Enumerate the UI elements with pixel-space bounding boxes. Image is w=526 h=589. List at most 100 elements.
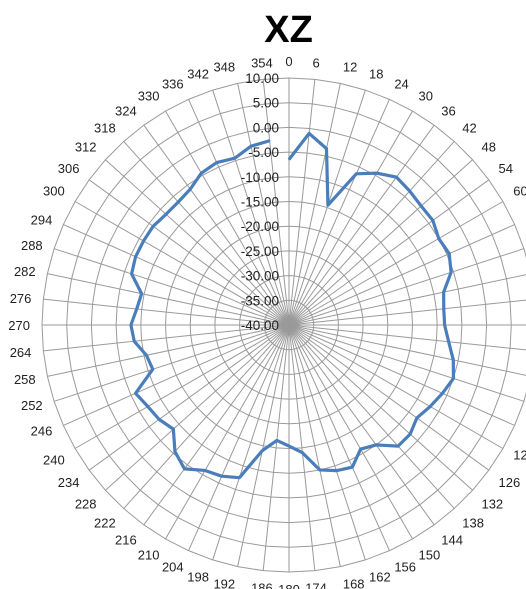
data-point (147, 405, 149, 408)
grid-spoke (288, 324, 366, 561)
angle-tick-label: 138 (462, 515, 484, 530)
chart-title: XZ (264, 9, 313, 51)
angle-tick-label: 174 (305, 581, 327, 589)
angle-tick-label: 276 (10, 291, 32, 306)
grid-spoke (43, 324, 290, 352)
grid-spoke (288, 324, 316, 571)
grid-spoke (288, 99, 390, 326)
r-tick-label: -15.00 (241, 195, 279, 210)
angle-tick-label: 246 (31, 423, 53, 438)
r-tick-label: -30.00 (241, 269, 279, 284)
grid-spoke (288, 299, 526, 326)
angle-tick-label: 228 (75, 496, 97, 511)
data-point (308, 132, 310, 135)
grid-spoke (188, 324, 290, 551)
data-point (452, 359, 455, 361)
angle-tick-label: 144 (441, 533, 463, 548)
data-point (204, 469, 206, 472)
angle-labels: 0612182430364248546066727884909610210811… (8, 54, 526, 589)
grid-spoke (165, 110, 290, 326)
angle-tick-label: 318 (94, 121, 116, 136)
grid-spoke (288, 83, 341, 326)
angle-tick-label: 288 (21, 238, 43, 253)
grid-spoke (43, 298, 290, 326)
data-point (140, 292, 143, 295)
data-point (416, 417, 418, 419)
angle-tick-label: 324 (115, 103, 137, 118)
angle-tick-label: 210 (138, 547, 160, 562)
data-point (134, 255, 137, 258)
angle-tick-label: 282 (14, 264, 36, 279)
grid-spoke (288, 110, 413, 326)
data-point (130, 324, 132, 326)
grid-spoke (63, 324, 290, 426)
grid-spoke (288, 324, 490, 471)
angle-tick-label: 132 (481, 496, 503, 511)
data-point (133, 340, 136, 343)
angle-tick-label: 156 (394, 560, 416, 575)
data-point (335, 469, 338, 472)
data-point (288, 445, 290, 447)
data-point (261, 449, 264, 452)
angle-tick-label: 12 (343, 60, 357, 75)
r-tick-label: 0.00 (253, 120, 279, 135)
data-point (158, 418, 160, 421)
grid-spoke (288, 324, 515, 426)
grid-spoke (288, 224, 515, 326)
data-point (437, 237, 440, 240)
grid-spoke (288, 89, 366, 326)
grid-spoke (88, 179, 290, 326)
data-point (268, 139, 271, 142)
data-point (441, 392, 444, 395)
data-point (408, 190, 411, 192)
data-point (250, 145, 252, 148)
grid-spoke (262, 324, 290, 571)
angle-tick-label: 216 (115, 533, 137, 548)
data-point (234, 157, 236, 160)
data-point (397, 445, 399, 447)
data-point (409, 433, 411, 435)
data-point (351, 466, 354, 468)
grid-spoke (288, 274, 526, 326)
data-point (319, 469, 321, 471)
angle-tick-label: 330 (138, 89, 160, 104)
angle-tick-label: 354 (251, 55, 273, 70)
grid-spoke (88, 324, 290, 471)
grid-spoke (53, 248, 290, 326)
angle-tick-label: 234 (58, 475, 80, 490)
r-tick-label: 10.00 (245, 71, 279, 86)
data-point (183, 468, 186, 470)
grid-spoke (288, 201, 504, 326)
grid-spoke (74, 324, 290, 449)
angle-tick-label: 306 (58, 161, 80, 176)
angle-tick-label: 60 (513, 184, 526, 199)
grid-spoke (105, 159, 290, 326)
data-point (152, 225, 154, 228)
angle-tick-label: 18 (369, 67, 383, 82)
angle-tick-label: 48 (481, 140, 495, 155)
angle-tick-label: 264 (10, 345, 32, 360)
data-point (134, 392, 137, 395)
grid-spoke (188, 99, 290, 326)
angle-tick-label: 6 (312, 55, 319, 70)
angle-tick-label: 270 (8, 318, 30, 333)
data-point (395, 176, 398, 178)
r-tick-label: -40.00 (241, 318, 279, 333)
data-point (447, 340, 450, 343)
data-point (288, 158, 290, 161)
angle-tick-label: 36 (441, 103, 455, 118)
grid-spoke (47, 273, 290, 326)
grid-spoke (288, 79, 316, 326)
data-point (355, 173, 358, 175)
grid-spoke (165, 324, 290, 540)
grid-spoke (123, 324, 290, 509)
angle-tick-label: 126 (499, 475, 521, 490)
data-point (429, 405, 431, 408)
data-point (375, 172, 378, 174)
grid-spoke (63, 224, 290, 326)
data-point (174, 450, 176, 453)
data-point (420, 205, 422, 207)
data-point (177, 201, 180, 203)
grid-spoke (288, 324, 526, 351)
